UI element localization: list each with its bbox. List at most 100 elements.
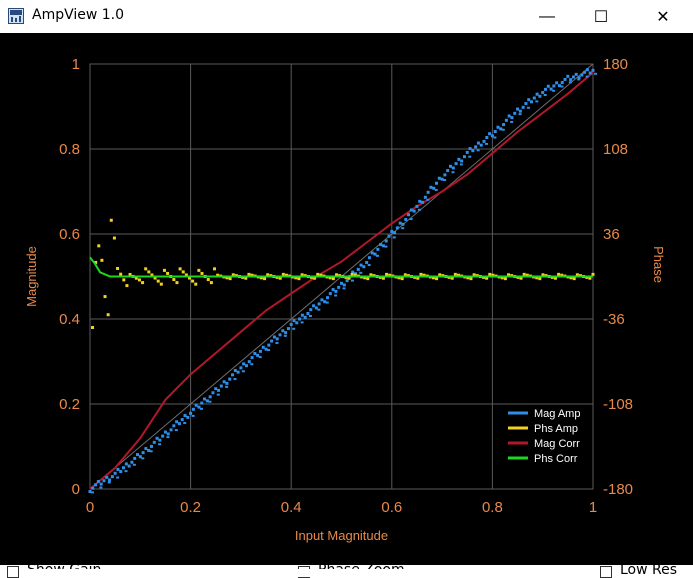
series-mag-amp-point <box>149 444 153 448</box>
series-mag-amp-point <box>457 157 461 161</box>
series-phs-amp-point <box>569 276 573 280</box>
series-mag-amp-point <box>331 288 335 292</box>
maximize-button[interactable]: ☐ <box>578 0 624 33</box>
series-mag-amp-point <box>437 176 441 180</box>
series-mag-amp-point <box>594 72 597 75</box>
series-phs-amp-point <box>335 273 339 277</box>
series-phs-amp-point <box>103 295 107 299</box>
series-mag-amp-point <box>502 123 506 127</box>
series-phs-amp-point <box>588 276 592 280</box>
series-mag-amp-point <box>166 436 170 439</box>
series-mag-amp-point <box>359 263 363 267</box>
series-mag-amp-point <box>225 385 229 388</box>
series-mag-amp-point <box>267 349 271 352</box>
series-mag-amp-point <box>527 98 531 102</box>
series-phs-amp-point <box>313 276 317 280</box>
series-mag-amp-point <box>127 464 131 468</box>
series-mag-amp-point <box>465 150 469 154</box>
series-mag-amp-point <box>342 287 346 290</box>
series-phs-amp-point <box>500 276 504 280</box>
series-mag-amp-point <box>88 490 92 494</box>
series-mag-amp-point <box>557 84 561 88</box>
series-phs-amp-point <box>122 278 126 282</box>
series-phs-amp-point <box>259 276 263 280</box>
series-mag-amp-point <box>476 141 480 145</box>
series-phs-amp-point <box>366 277 370 281</box>
y-tick-label: 0.2 <box>59 396 80 413</box>
series-mag-amp-point <box>443 173 447 177</box>
series-mag-amp-point <box>189 411 193 415</box>
series-mag-amp-point <box>205 399 209 403</box>
series-phs-amp-point <box>231 273 235 277</box>
series-mag-amp-point <box>580 73 584 77</box>
series-phs-amp-point <box>213 267 217 271</box>
series-mag-amp-point <box>493 136 497 139</box>
series-phs-amp-point <box>456 273 460 277</box>
series-phs-amp-point <box>172 278 176 282</box>
series-mag-amp-point <box>94 483 98 487</box>
series-mag-amp-point <box>155 436 159 440</box>
series-mag-amp-point <box>264 347 268 351</box>
series-phs-amp-point <box>191 279 195 283</box>
show-gain-checkbox[interactable] <box>7 566 19 578</box>
series-mag-amp-point <box>574 72 578 76</box>
series-mag-amp-point <box>228 377 232 381</box>
series-mag-amp-point <box>113 471 117 475</box>
low-res-label: Low Res <box>620 562 678 578</box>
low-res-checkbox[interactable] <box>600 566 612 578</box>
close-button[interactable]: ✕ <box>640 0 686 33</box>
series-mag-amp-point <box>334 289 338 293</box>
series-mag-amp-point <box>451 166 455 170</box>
series-mag-amp-point <box>479 143 483 147</box>
series-mag-amp-point <box>429 185 433 189</box>
series-mag-amp-point <box>507 114 511 118</box>
series-phs-amp-point <box>353 273 357 277</box>
series-mag-amp-point <box>320 298 324 302</box>
series-mag-amp-point <box>328 292 332 296</box>
series-mag-amp-point <box>166 432 170 436</box>
series-mag-amp-point <box>130 460 134 464</box>
series-phs-amp-point <box>166 271 170 275</box>
series-mag-amp-point <box>183 414 187 418</box>
series-mag-amp-point <box>231 373 235 377</box>
series-mag-amp-point <box>549 87 553 91</box>
series-mag-amp-point <box>96 479 100 483</box>
series-mag-amp-point <box>158 438 162 442</box>
series-mag-amp-point <box>460 159 464 163</box>
series-mag-amp-point <box>485 136 489 140</box>
series-phs-amp-point <box>553 276 557 280</box>
series-mag-amp-point <box>560 81 564 85</box>
series-mag-amp-point <box>292 327 296 330</box>
series-mag-amp-point <box>191 414 195 417</box>
series-mag-amp-point <box>275 337 279 341</box>
series-phs-amp-point <box>112 236 116 240</box>
chart-panel: 0 0.2 0.4 0.6 0.8 1 0 0.2 0.4 0.6 0.8 1 -180 -108 -36 3… <box>0 33 693 565</box>
series-mag-amp-point <box>102 479 106 483</box>
legend-label-mag-corr: Mag Corr <box>534 438 580 450</box>
series-mag-amp-point <box>526 106 530 109</box>
series-mag-amp-point <box>116 467 120 471</box>
series-mag-amp-point <box>283 334 287 337</box>
series-phs-amp-point <box>278 276 282 280</box>
series-mag-amp-point <box>194 403 198 407</box>
series-phs-amp-point <box>466 276 470 280</box>
series-phs-amp-point <box>106 313 110 317</box>
series-phs-amp-point <box>209 281 213 285</box>
series-mag-amp-point <box>591 68 595 72</box>
series-mag-amp-point <box>136 453 140 457</box>
series-mag-amp-point <box>359 271 363 274</box>
series-phs-amp-point <box>557 272 561 276</box>
series-phs-amp-point <box>350 272 354 276</box>
series-mag-amp-point <box>555 81 559 85</box>
maximize-icon: ☐ <box>593 8 609 26</box>
series-mag-amp-point <box>278 333 282 337</box>
minimize-button[interactable]: — <box>524 0 570 33</box>
series-mag-amp-point <box>367 256 371 260</box>
series-mag-amp-point <box>387 234 391 238</box>
series-phs-amp-point <box>109 218 113 222</box>
chart: 0 0.2 0.4 0.6 0.8 1 0 0.2 0.4 0.6 0.8 1 -180 -108 -36 3… <box>24 56 666 543</box>
y2-tick-label: 180 <box>603 56 628 73</box>
series-mag-amp-point <box>191 407 195 411</box>
series-mag-amp-point <box>337 285 341 289</box>
series-mag-amp-point <box>133 456 137 460</box>
